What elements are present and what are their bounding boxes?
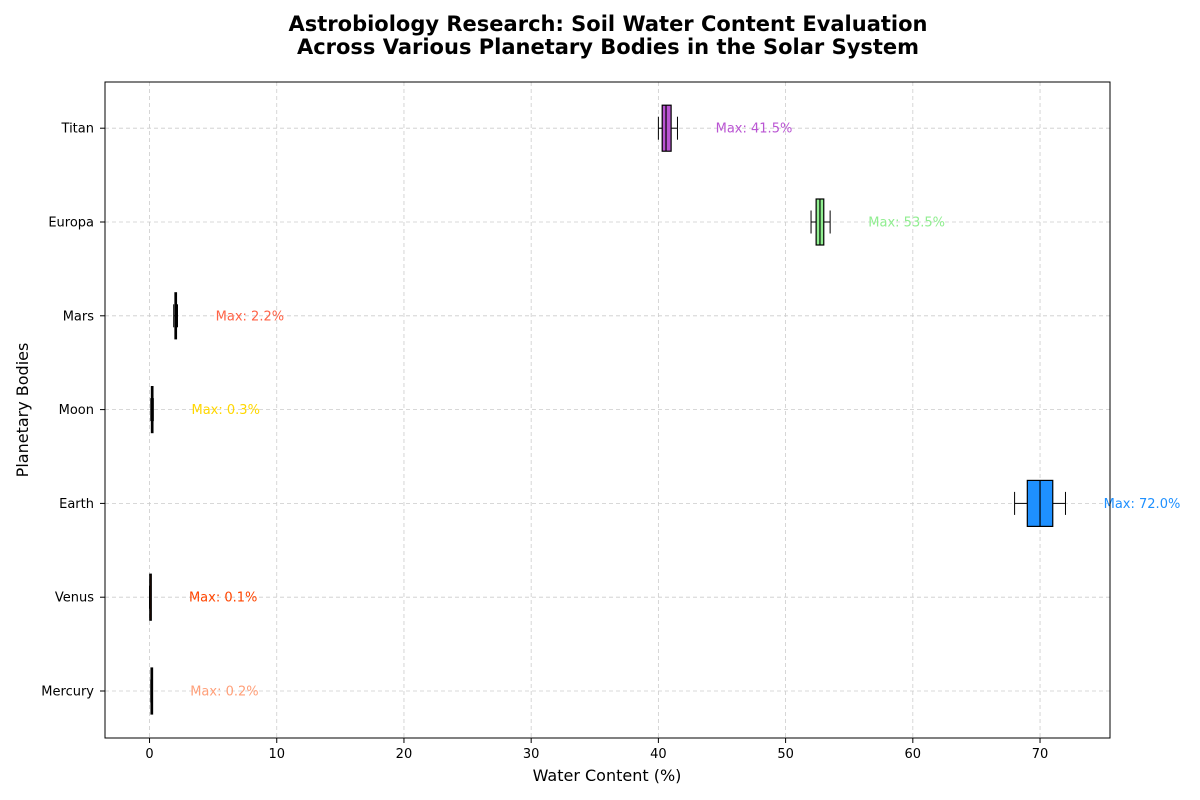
box-europa: Max: 53.5% [810,198,945,246]
max-label: Max: 41.5% [716,122,793,137]
y-tick-label: Europa [48,216,94,231]
x-axis-label: Water Content (%) [533,766,682,785]
x-tick-label: 0 [145,747,153,762]
max-label: Max: 0.1% [189,591,257,606]
box-layer: Max: 0.2% Max: 0.1% Max: 72.0% Max: 0.3% Max… [149,104,1181,715]
box-earth: Max: 72.0% [1014,479,1181,527]
box-titan: Max: 41.5% [657,104,793,152]
max-label: Max: 53.5% [868,216,945,231]
max-label: Max: 72.0% [1104,497,1181,512]
y-tick-label: Moon [59,403,94,418]
x-tick-label: 30 [523,747,540,762]
box-iqr [661,104,672,152]
max-label: Max: 2.2% [216,309,284,324]
x-tick-label: 40 [650,747,667,762]
chart-title-line-1: Astrobiology Research: Soil Water Conten… [289,12,928,36]
x-tick-label: 10 [268,747,285,762]
box-mercury: Max: 0.2% [150,667,259,715]
box-mars: Max: 2.2% [173,292,284,340]
grid-layer [105,82,1110,738]
y-tick-label: Mars [63,309,95,324]
box-venus: Max: 0.1% [149,573,257,621]
max-label: Max: 0.2% [190,685,258,700]
x-tick-label: 60 [905,747,922,762]
y-tick-label: Mercury [41,685,94,700]
y-axis-label: Planetary Bodies [13,343,32,478]
max-label: Max: 0.3% [192,403,260,418]
chart-title-line-2: Across Various Planetary Bodies in the S… [297,35,919,59]
tick-layer: 0 10 20 30 40 50 60 70 Mercury Venus Earth Moon Mars… [41,122,1048,762]
x-tick-label: 50 [777,747,794,762]
y-tick-label: Titan [61,122,94,137]
y-tick-label: Venus [55,591,94,606]
x-tick-label: 20 [396,747,413,762]
y-tick-label: Earth [59,497,94,512]
x-tick-label: 70 [1032,747,1049,762]
box-moon: Max: 0.3% [150,386,260,434]
